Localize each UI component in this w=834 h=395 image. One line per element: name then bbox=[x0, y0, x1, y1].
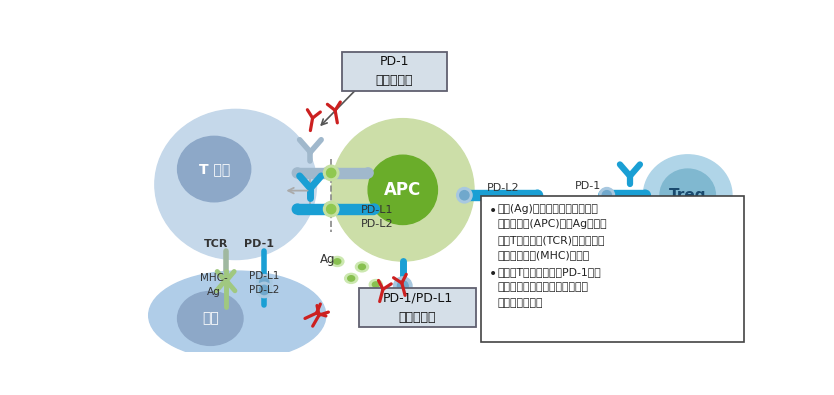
Ellipse shape bbox=[148, 271, 326, 359]
Circle shape bbox=[641, 190, 651, 200]
Circle shape bbox=[257, 275, 272, 290]
Text: Ag: Ag bbox=[320, 254, 336, 266]
Text: •: • bbox=[489, 267, 497, 281]
Circle shape bbox=[463, 190, 473, 200]
Circle shape bbox=[602, 191, 611, 200]
Bar bbox=[336, 204, 374, 214]
Text: PD-1/PD-L1
抗體抑制劑: PD-1/PD-L1 抗體抑制劑 bbox=[382, 292, 453, 324]
Circle shape bbox=[327, 205, 336, 214]
Text: T 細胞: T 細胞 bbox=[198, 162, 229, 176]
Text: TCR: TCR bbox=[203, 239, 228, 249]
FancyBboxPatch shape bbox=[480, 196, 744, 342]
Ellipse shape bbox=[355, 262, 369, 272]
Bar bbox=[336, 168, 368, 178]
Circle shape bbox=[292, 204, 302, 214]
Text: PD-L1
PD-L2: PD-L1 PD-L2 bbox=[249, 271, 279, 295]
Circle shape bbox=[599, 190, 609, 200]
Circle shape bbox=[322, 168, 332, 178]
Text: PD-L1
PD-L2: PD-L1 PD-L2 bbox=[361, 205, 394, 229]
Bar bbox=[297, 204, 327, 214]
Ellipse shape bbox=[369, 280, 382, 290]
Circle shape bbox=[394, 277, 412, 295]
Ellipse shape bbox=[178, 292, 243, 345]
Text: 調節性T細胞通過維持PD-1在其
表面上的表達而產生高度免疫抑
制性腫瘤環境。: 調節性T細胞通過維持PD-1在其 表面上的表達而產生高度免疫抑 制性腫瘤環境。 bbox=[498, 267, 601, 308]
Text: APC: APC bbox=[384, 181, 421, 199]
Text: Treg: Treg bbox=[669, 188, 706, 203]
Bar bbox=[604, 190, 646, 200]
FancyBboxPatch shape bbox=[342, 52, 447, 90]
Ellipse shape bbox=[372, 282, 379, 287]
Ellipse shape bbox=[334, 259, 341, 264]
Circle shape bbox=[292, 168, 302, 178]
Circle shape bbox=[533, 190, 543, 200]
Ellipse shape bbox=[359, 264, 365, 269]
Circle shape bbox=[369, 204, 379, 214]
Ellipse shape bbox=[660, 169, 716, 222]
FancyBboxPatch shape bbox=[359, 288, 476, 327]
Circle shape bbox=[322, 204, 332, 214]
Bar bbox=[297, 168, 327, 178]
Text: PD-1: PD-1 bbox=[575, 181, 600, 191]
Circle shape bbox=[324, 201, 339, 217]
Circle shape bbox=[460, 191, 469, 200]
Text: PD-1: PD-1 bbox=[244, 239, 274, 249]
Circle shape bbox=[327, 168, 336, 177]
Ellipse shape bbox=[368, 155, 438, 224]
Circle shape bbox=[259, 285, 269, 295]
Circle shape bbox=[457, 188, 472, 203]
Ellipse shape bbox=[332, 118, 474, 261]
Ellipse shape bbox=[643, 155, 732, 236]
Circle shape bbox=[363, 168, 373, 178]
Text: 癌症: 癌症 bbox=[202, 311, 219, 325]
Circle shape bbox=[397, 281, 408, 292]
Text: MHC-
Ag: MHC- Ag bbox=[200, 273, 228, 297]
Circle shape bbox=[331, 204, 341, 214]
Text: PD-L2: PD-L2 bbox=[486, 183, 520, 193]
Ellipse shape bbox=[331, 256, 344, 267]
Text: 抗原(Ag)能夠刺激免疫反應。抗
原呈遞細胞(APC)可與Ag結合以
激活T細胞受體(TCR)和主要組織
相容性複合物(MHC)結合。: 抗原(Ag)能夠刺激免疫反應。抗 原呈遞細胞(APC)可與Ag結合以 激活T細胞… bbox=[498, 204, 607, 261]
Circle shape bbox=[331, 168, 341, 178]
Ellipse shape bbox=[344, 273, 358, 283]
Text: PD-1
抗體抑制劑: PD-1 抗體抑制劑 bbox=[375, 55, 413, 87]
Text: •: • bbox=[489, 204, 497, 218]
Bar bbox=[468, 190, 538, 200]
Ellipse shape bbox=[155, 109, 317, 260]
Ellipse shape bbox=[178, 136, 251, 202]
Circle shape bbox=[599, 188, 615, 203]
Circle shape bbox=[324, 165, 339, 181]
Circle shape bbox=[257, 282, 272, 298]
Circle shape bbox=[259, 278, 269, 287]
Ellipse shape bbox=[348, 276, 354, 281]
